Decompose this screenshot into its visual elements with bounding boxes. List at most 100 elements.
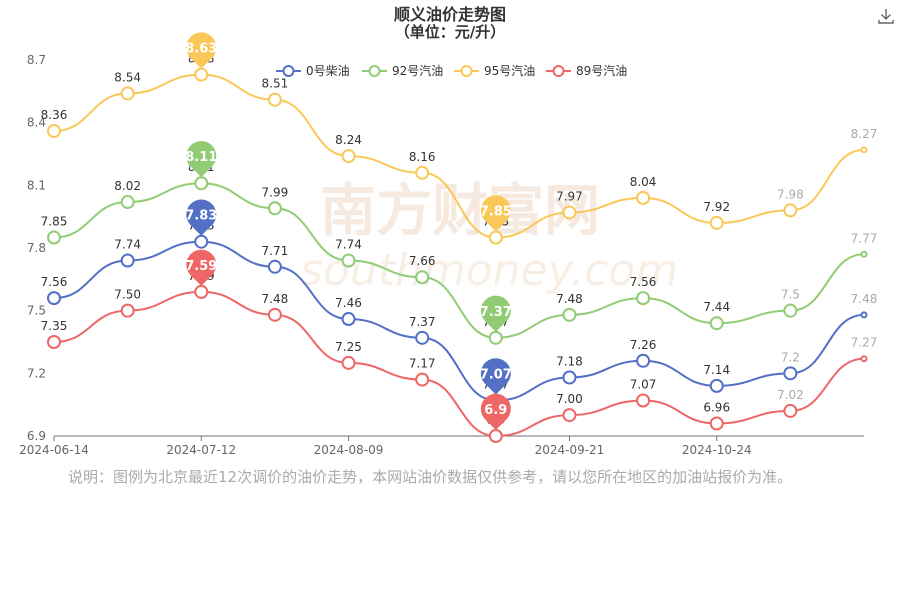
- data-point[interactable]: [860, 311, 868, 319]
- extreme-pin: 7.37: [480, 295, 512, 332]
- data-point[interactable]: [341, 312, 356, 327]
- legend-marker: [368, 65, 381, 77]
- data-point[interactable]: [120, 195, 135, 210]
- data-point[interactable]: [415, 165, 430, 180]
- legend[interactable]: 0号柴油 92号汽油 95号汽油 89号汽油: [276, 63, 627, 78]
- legend-item[interactable]: 95号汽油: [454, 63, 535, 78]
- data-label: 7.56: [630, 275, 657, 289]
- pin-shape: [186, 199, 217, 236]
- data-point[interactable]: [709, 378, 724, 393]
- pin-shape: [480, 195, 511, 232]
- data-label: 7.85: [41, 215, 68, 229]
- pin-label: 7.85: [480, 205, 512, 220]
- data-point[interactable]: [636, 190, 651, 205]
- data-point[interactable]: [562, 205, 577, 220]
- data-label: 7.18: [556, 355, 583, 369]
- data-label: 7.77: [851, 231, 878, 245]
- data-point[interactable]: [562, 307, 577, 322]
- pin-label: 6.9: [484, 403, 507, 418]
- legend-item[interactable]: 89号汽油: [546, 63, 627, 78]
- x-tick-label: 2024-07-12: [166, 443, 236, 457]
- data-point[interactable]: [488, 330, 503, 345]
- data-point[interactable]: [562, 408, 577, 423]
- data-label: 8.24: [335, 133, 362, 147]
- data-label: 7.97: [556, 189, 583, 203]
- data-point[interactable]: [636, 291, 651, 306]
- data-point[interactable]: [47, 335, 61, 349]
- y-tick-label: 8.7: [27, 53, 46, 67]
- data-point[interactable]: [267, 259, 282, 274]
- pin-label: 8.11: [185, 150, 217, 165]
- data-label: 7.2: [781, 350, 800, 364]
- download-icon[interactable]: [876, 6, 896, 26]
- y-tick-label: 8.1: [27, 178, 46, 192]
- data-point[interactable]: [267, 201, 282, 216]
- data-point[interactable]: [709, 215, 724, 230]
- data-point[interactable]: [783, 366, 798, 381]
- data-point[interactable]: [120, 303, 135, 318]
- watermark: 南方财富网 southmoney.com: [300, 179, 678, 296]
- data-point[interactable]: [488, 230, 503, 245]
- data-point[interactable]: [120, 253, 135, 268]
- data-label: 8.27: [851, 127, 878, 141]
- data-label: 7.74: [114, 238, 141, 252]
- y-tick-label: 7.2: [27, 366, 46, 380]
- data-point[interactable]: [47, 124, 61, 139]
- data-label: 7.71: [262, 244, 289, 258]
- data-point[interactable]: [709, 416, 724, 431]
- extreme-pin: 8.11: [185, 141, 217, 178]
- data-point[interactable]: [47, 291, 61, 306]
- data-label: 7.48: [851, 292, 878, 306]
- data-point[interactable]: [194, 284, 209, 299]
- data-point[interactable]: [47, 230, 61, 245]
- data-point[interactable]: [783, 303, 798, 318]
- series-layer: [47, 67, 868, 443]
- x-tick-label: 2024-10-24: [682, 443, 752, 457]
- data-label: 8.04: [630, 175, 657, 189]
- data-point[interactable]: [267, 92, 282, 107]
- data-point[interactable]: [636, 393, 651, 408]
- data-point[interactable]: [860, 355, 868, 363]
- watermark-subtext: southmoney.com: [300, 245, 678, 296]
- data-label: 7.48: [262, 292, 289, 306]
- data-point[interactable]: [860, 146, 868, 154]
- data-point[interactable]: [341, 355, 356, 370]
- data-point[interactable]: [415, 372, 430, 387]
- data-point[interactable]: [341, 253, 356, 268]
- pin-label: 7.37: [480, 305, 512, 320]
- x-tick-label: 2024-09-21: [535, 443, 605, 457]
- axes: 6.9 7.2 7.5 7.8 8.1 8.4 8.7 2024-06-14 2024-07-1…: [19, 53, 864, 457]
- data-point[interactable]: [341, 149, 356, 164]
- data-point[interactable]: [562, 370, 577, 385]
- data-point[interactable]: [194, 67, 209, 82]
- data-point[interactable]: [709, 316, 724, 331]
- data-point[interactable]: [488, 429, 503, 443]
- data-point[interactable]: [267, 307, 282, 322]
- extreme-pin: 7.07: [480, 358, 512, 395]
- data-point[interactable]: [415, 270, 430, 285]
- data-point[interactable]: [194, 176, 209, 191]
- data-label: 7.5: [781, 288, 800, 302]
- data-point[interactable]: [120, 86, 135, 101]
- extreme-pin: 6.9: [480, 393, 511, 430]
- legend-item[interactable]: 0号柴油: [276, 64, 350, 78]
- data-point[interactable]: [860, 250, 868, 258]
- series-line: [53, 73, 865, 239]
- data-label: 7.92: [703, 200, 730, 214]
- data-point[interactable]: [194, 234, 209, 249]
- data-point[interactable]: [636, 353, 651, 368]
- data-label: 8.51: [262, 77, 289, 91]
- chart-note: 说明：图例为北京最近12次调价的油价走势，本网站油价数据仅供参考，请以您所在地区…: [68, 468, 793, 486]
- pin-shape: [480, 295, 511, 332]
- data-point[interactable]: [783, 203, 798, 218]
- data-point[interactable]: [783, 403, 798, 418]
- legend-marker: [460, 65, 473, 77]
- legend-item[interactable]: 92号汽油: [362, 63, 443, 78]
- data-point[interactable]: [415, 330, 430, 345]
- data-label: 7.07: [630, 377, 657, 391]
- data-label: 7.99: [262, 185, 289, 199]
- legend-marker: [552, 65, 565, 77]
- data-label: 7.17: [409, 357, 436, 371]
- data-label: 7.66: [409, 254, 436, 268]
